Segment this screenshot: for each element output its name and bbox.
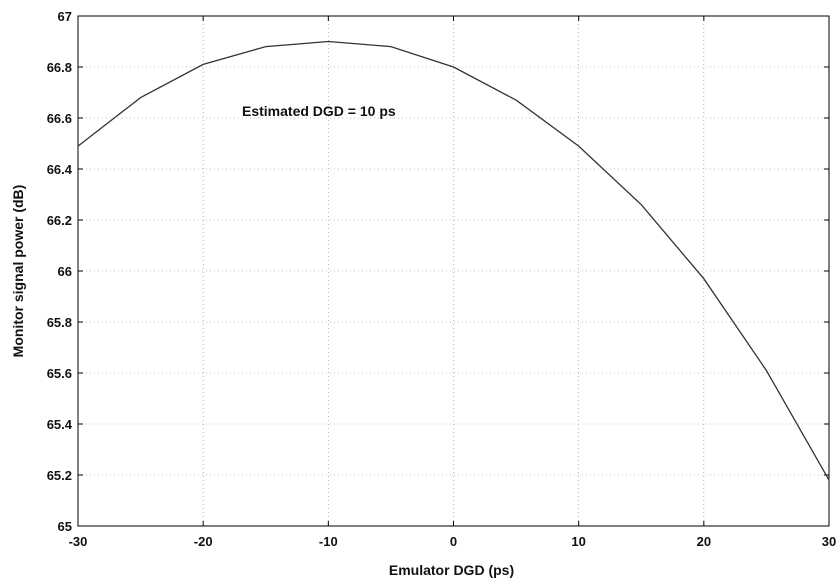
y-tick-label: 66.8 xyxy=(47,60,72,75)
x-tick-label: -20 xyxy=(194,534,213,549)
x-axis-tick-labels: -30 -20 -10 0 10 20 30 xyxy=(69,534,837,549)
y-tick-label: 66.6 xyxy=(47,111,72,126)
y-tick-label: 66 xyxy=(58,264,72,279)
x-axis-title: Emulator DGD (ps) xyxy=(389,562,514,578)
x-tick-label: 30 xyxy=(822,534,836,549)
y-tick-label: 65.6 xyxy=(47,366,72,381)
axis-ticks xyxy=(77,15,830,527)
x-tick-label: 20 xyxy=(697,534,711,549)
y-tick-label: 66.4 xyxy=(47,162,73,177)
annotation-estimated-dgd: Estimated DGD = 10 ps xyxy=(242,103,396,119)
x-tick-label: -10 xyxy=(319,534,338,549)
x-tick-label: 10 xyxy=(571,534,585,549)
series-line xyxy=(77,40,830,481)
y-axis-title: Monitor signal power (dB) xyxy=(10,185,26,358)
y-tick-label: 65 xyxy=(58,519,72,534)
y-tick-label: 65.8 xyxy=(47,315,72,330)
y-tick-label: 65.4 xyxy=(47,417,73,432)
grid-lines xyxy=(78,16,829,526)
y-tick-label: 67 xyxy=(58,9,72,24)
y-tick-label: 66.2 xyxy=(47,213,72,228)
x-tick-label: -30 xyxy=(69,534,88,549)
y-axis-tick-labels: 65 65.2 65.4 65.6 65.8 66 66.2 66.4 66.6 66.8 67 xyxy=(47,9,73,534)
x-tick-label: 0 xyxy=(450,534,457,549)
y-tick-label: 65.2 xyxy=(47,468,72,483)
